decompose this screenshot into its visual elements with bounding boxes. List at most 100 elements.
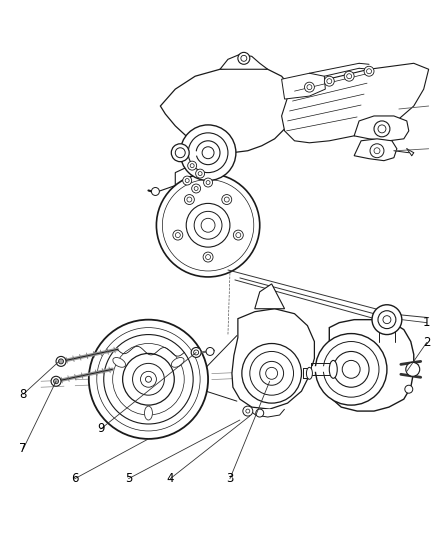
Circle shape <box>367 69 371 74</box>
Circle shape <box>188 133 228 173</box>
Polygon shape <box>282 73 325 99</box>
Circle shape <box>188 161 197 170</box>
Ellipse shape <box>145 406 152 420</box>
Circle shape <box>204 178 212 187</box>
Polygon shape <box>160 66 294 153</box>
Polygon shape <box>282 63 429 143</box>
Circle shape <box>198 172 202 175</box>
Circle shape <box>187 197 192 202</box>
Circle shape <box>242 343 301 403</box>
Text: 1: 1 <box>423 316 431 329</box>
Polygon shape <box>354 116 409 141</box>
Circle shape <box>364 66 374 76</box>
Circle shape <box>241 55 247 61</box>
Circle shape <box>224 197 229 202</box>
Circle shape <box>175 232 180 238</box>
Circle shape <box>250 351 293 395</box>
Circle shape <box>173 230 183 240</box>
Circle shape <box>307 85 312 90</box>
Circle shape <box>374 148 380 154</box>
Circle shape <box>89 320 208 439</box>
Circle shape <box>185 179 189 182</box>
Circle shape <box>59 359 64 364</box>
Circle shape <box>378 125 386 133</box>
Polygon shape <box>326 320 414 411</box>
Ellipse shape <box>171 358 184 367</box>
Circle shape <box>347 74 352 79</box>
Text: 2: 2 <box>423 336 431 349</box>
Polygon shape <box>232 309 314 409</box>
Polygon shape <box>248 409 285 417</box>
Circle shape <box>184 195 194 205</box>
Ellipse shape <box>329 360 337 378</box>
Polygon shape <box>165 200 200 268</box>
Circle shape <box>104 335 193 424</box>
Circle shape <box>304 82 314 92</box>
Text: 8: 8 <box>20 387 27 401</box>
Ellipse shape <box>113 358 126 367</box>
Circle shape <box>315 334 387 405</box>
Circle shape <box>186 204 230 247</box>
Circle shape <box>406 362 420 376</box>
Circle shape <box>171 144 189 161</box>
Circle shape <box>205 255 211 260</box>
Text: 5: 5 <box>125 472 132 485</box>
Circle shape <box>51 376 61 386</box>
Text: 3: 3 <box>226 472 233 485</box>
Ellipse shape <box>307 367 312 379</box>
Circle shape <box>56 357 66 366</box>
Circle shape <box>327 79 332 84</box>
Circle shape <box>342 360 360 378</box>
Text: 9: 9 <box>97 423 105 435</box>
Circle shape <box>194 187 198 190</box>
Circle shape <box>344 71 354 81</box>
Circle shape <box>203 252 213 262</box>
Circle shape <box>324 76 334 86</box>
Text: 6: 6 <box>71 472 79 485</box>
Circle shape <box>123 353 174 405</box>
Circle shape <box>191 348 201 358</box>
Circle shape <box>196 169 205 178</box>
Circle shape <box>383 316 391 324</box>
Circle shape <box>194 350 198 355</box>
Circle shape <box>53 379 59 384</box>
Circle shape <box>113 343 184 415</box>
Circle shape <box>323 342 379 397</box>
Circle shape <box>152 188 159 196</box>
Circle shape <box>183 176 192 185</box>
Circle shape <box>233 230 243 240</box>
Circle shape <box>141 372 156 387</box>
Circle shape <box>206 348 214 356</box>
Circle shape <box>201 219 215 232</box>
Circle shape <box>190 164 194 168</box>
Circle shape <box>256 409 264 417</box>
Circle shape <box>266 367 278 379</box>
Circle shape <box>243 406 253 416</box>
Circle shape <box>194 212 222 239</box>
Circle shape <box>175 148 185 158</box>
Polygon shape <box>354 139 397 160</box>
Circle shape <box>374 121 390 137</box>
Circle shape <box>206 181 210 184</box>
Circle shape <box>378 311 396 329</box>
Polygon shape <box>220 54 268 69</box>
Circle shape <box>156 174 260 277</box>
Circle shape <box>196 141 220 165</box>
Circle shape <box>260 361 283 385</box>
Text: 4: 4 <box>166 472 174 485</box>
Circle shape <box>238 52 250 64</box>
Circle shape <box>202 147 214 159</box>
Circle shape <box>246 409 250 413</box>
Circle shape <box>97 328 200 431</box>
Polygon shape <box>175 166 218 203</box>
Polygon shape <box>255 284 285 309</box>
Text: 7: 7 <box>20 442 27 455</box>
Circle shape <box>133 364 164 395</box>
Circle shape <box>333 351 369 387</box>
Circle shape <box>222 195 232 205</box>
Circle shape <box>372 305 402 335</box>
Circle shape <box>192 184 201 193</box>
Circle shape <box>236 232 241 238</box>
Circle shape <box>162 180 254 271</box>
Circle shape <box>145 376 152 382</box>
